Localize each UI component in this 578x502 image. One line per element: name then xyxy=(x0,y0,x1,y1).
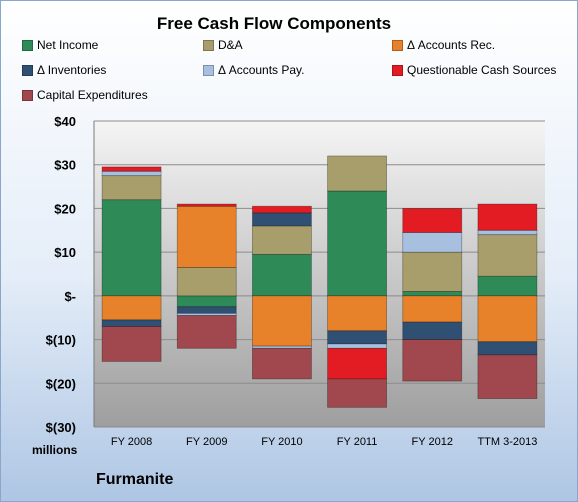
legend-swatch xyxy=(22,39,33,51)
bar-segment xyxy=(402,295,463,323)
legend-item: Δ Accounts Rec. xyxy=(392,38,495,52)
y-tick-label: $(10) xyxy=(46,333,76,348)
legend-item: Net Income xyxy=(22,38,98,52)
y-tick-label: $40 xyxy=(54,114,76,129)
bar-segment xyxy=(477,354,538,399)
bar-segment xyxy=(176,203,237,207)
bar-segment xyxy=(477,234,538,277)
bar-segment xyxy=(477,229,538,236)
bar-segment xyxy=(176,315,237,349)
bar-segment xyxy=(101,166,162,172)
legend-item: D&A xyxy=(203,38,243,52)
bar-segment xyxy=(176,295,237,308)
bar-segment xyxy=(327,330,387,345)
bar-segment xyxy=(252,295,312,347)
legend-swatch xyxy=(22,89,33,101)
bar-segment xyxy=(477,275,538,297)
legend-label: D&A xyxy=(218,38,243,52)
legend-swatch xyxy=(392,64,403,76)
bar-segment xyxy=(176,306,237,314)
bar-segment xyxy=(176,205,237,268)
x-tick-label: FY 2010 xyxy=(261,436,302,448)
bar-segment xyxy=(477,203,538,231)
bar-segment xyxy=(327,347,387,380)
bar-segment xyxy=(101,326,162,362)
legend-item: Δ Accounts Pay. xyxy=(203,63,305,77)
legend-item: Questionable Cash Sources xyxy=(392,63,556,77)
bar-segment xyxy=(402,291,463,297)
bar-segment xyxy=(101,319,162,327)
bar-segment xyxy=(402,208,463,233)
x-tick-label: FY 2009 xyxy=(186,436,227,448)
bar-segment xyxy=(327,295,387,332)
bar-segment xyxy=(101,170,162,177)
bar-segment xyxy=(402,251,463,292)
bar-segment xyxy=(477,341,538,356)
y-tick-label: $(30) xyxy=(46,420,76,435)
bar-segment xyxy=(252,347,312,380)
legend-label: Δ Inventories xyxy=(37,63,107,77)
legend-swatch xyxy=(203,64,214,76)
bar-segment xyxy=(402,321,463,340)
bar-segment xyxy=(252,205,312,214)
x-tick-label: TTM 3-2013 xyxy=(477,436,537,448)
bar-segment xyxy=(327,190,387,297)
legend-label: Questionable Cash Sources xyxy=(407,63,557,77)
bar-segment xyxy=(176,267,237,297)
plot-area xyxy=(94,121,545,427)
y-tick-label: $10 xyxy=(54,245,76,260)
legend-label: Capital Expenditures xyxy=(37,88,148,102)
y-tick-label: $(20) xyxy=(46,376,76,391)
bar-segment xyxy=(252,212,312,227)
legend-swatch xyxy=(203,39,214,51)
bar-segment xyxy=(402,232,463,253)
y-unit-label: millions xyxy=(32,443,78,457)
bar-segment xyxy=(402,339,463,382)
bar-segment xyxy=(327,378,387,408)
y-tick-label: $- xyxy=(64,289,76,304)
bar-segment xyxy=(101,199,162,297)
legend-item: Δ Inventories xyxy=(22,63,106,77)
y-tick-label: $30 xyxy=(54,158,76,173)
bar-segment xyxy=(101,295,162,321)
x-tick-label: FY 2008 xyxy=(111,436,152,448)
bar-segment xyxy=(477,295,538,343)
bar-segment xyxy=(252,225,312,255)
chart-title: Free Cash Flow Components xyxy=(156,14,392,33)
bar-segment xyxy=(101,175,162,201)
legend-swatch xyxy=(22,64,33,76)
y-tick-label: $20 xyxy=(54,201,76,216)
bar-segment xyxy=(327,155,387,192)
legend-label: Net Income xyxy=(37,38,99,52)
bar-segment xyxy=(252,253,312,297)
legend-item: Capital Expenditures xyxy=(22,88,148,102)
x-tick-label: FY 2012 xyxy=(412,436,453,448)
bar-segment xyxy=(327,343,387,349)
legend-label: Δ Accounts Pay. xyxy=(218,63,305,77)
legend-swatch xyxy=(392,39,403,51)
x-tick-label: FY 2011 xyxy=(337,436,378,448)
company-name: Furmanite xyxy=(96,471,174,488)
legend-label: Δ Accounts Rec. xyxy=(407,38,496,52)
bar-segment xyxy=(252,345,312,349)
